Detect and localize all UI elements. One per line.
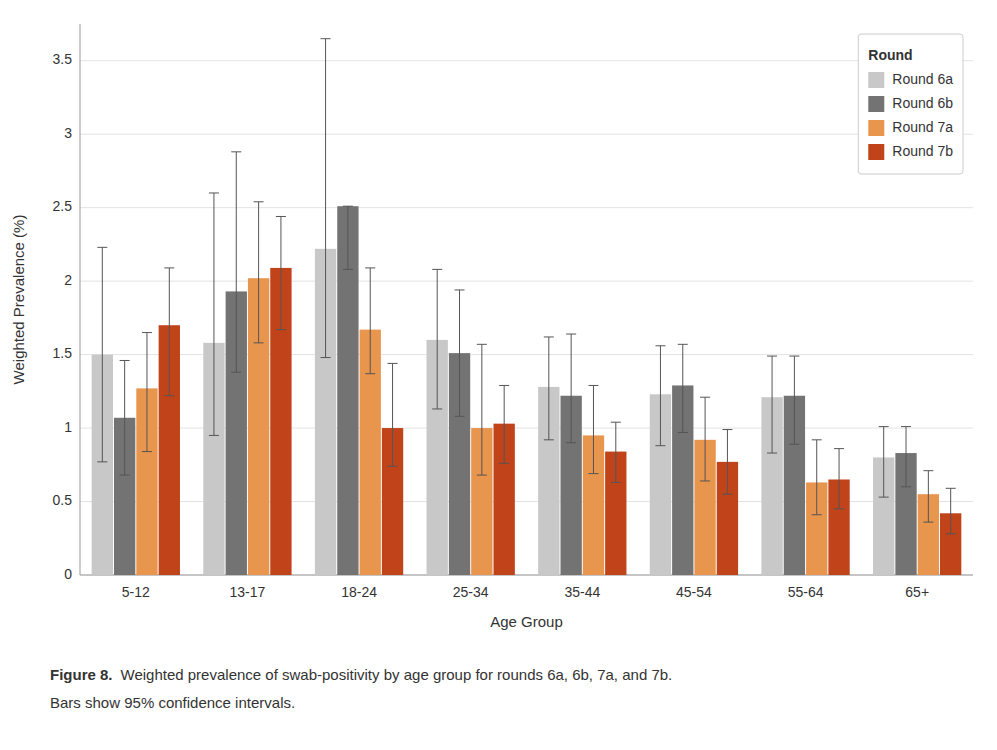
legend-title: Round xyxy=(868,47,912,63)
x-tick-label: 13-17 xyxy=(230,584,266,600)
y-tick-label: 1.5 xyxy=(53,345,73,361)
x-tick-label: 25-34 xyxy=(453,584,489,600)
legend-frame xyxy=(858,34,963,174)
error-bar xyxy=(879,427,889,498)
caption-text: Weighted prevalence of swab-positivity b… xyxy=(121,666,673,683)
x-tick-label: 65+ xyxy=(905,584,929,600)
error-bars xyxy=(142,202,933,522)
error-bars xyxy=(97,39,888,497)
error-bar xyxy=(678,344,688,432)
error-bar xyxy=(276,216,286,329)
series xyxy=(136,278,939,575)
caption-text: Bars show 95% confidence intervals. xyxy=(50,694,295,711)
grid-line xyxy=(80,60,973,61)
error-bar xyxy=(566,334,576,443)
legend: Round Round 6a Round 6b Round 7a Round 7b xyxy=(858,34,963,174)
chart: 0 0.5 1 1.5 2 2.5 3 3.5 5-12 13-17 18-24 25-34 35-44… xyxy=(0,0,997,750)
error-bar xyxy=(946,488,956,534)
error-bar xyxy=(142,333,152,452)
error-bar xyxy=(722,430,732,495)
legend-swatch xyxy=(868,120,884,136)
plot-area xyxy=(92,39,962,575)
legend-swatch xyxy=(868,96,884,112)
y-tick-label: 3 xyxy=(64,125,72,141)
error-bar xyxy=(544,337,554,440)
error-bar xyxy=(432,269,442,409)
y-axis-line xyxy=(80,24,81,575)
error-bar xyxy=(365,268,375,374)
bar xyxy=(337,206,358,575)
error-bars xyxy=(120,152,911,487)
legend-label: Round 6a xyxy=(892,71,953,87)
error-bar xyxy=(164,268,174,396)
x-tick-label: 45-54 xyxy=(676,584,712,600)
error-bar xyxy=(499,385,509,463)
legend-label: Round 6b xyxy=(892,95,953,111)
series xyxy=(92,249,895,575)
caption: Figure 8. Weighted prevalence of swab-pos… xyxy=(50,666,672,711)
y-tick-label: 3.5 xyxy=(53,51,73,67)
y-tick-label: 0.5 xyxy=(53,492,73,508)
error-bar xyxy=(588,385,598,473)
y-ticks: 0 0.5 1 1.5 2 2.5 3 3.5 xyxy=(53,51,73,581)
legend-swatch xyxy=(868,72,884,88)
error-bar xyxy=(834,449,844,509)
error-bar xyxy=(923,471,933,522)
y-axis-label: Weighted Prevalence (%) xyxy=(10,215,27,385)
error-bars xyxy=(164,216,955,533)
series xyxy=(159,268,962,575)
x-axis-label: Age Group xyxy=(490,613,563,630)
error-bar xyxy=(455,290,465,416)
y-tick-label: 2 xyxy=(64,272,72,288)
y-tick-label: 0 xyxy=(64,566,72,582)
x-tick-label: 18-24 xyxy=(341,584,377,600)
y-tick-label: 1 xyxy=(64,419,72,435)
error-bar xyxy=(97,247,107,462)
error-bar xyxy=(231,152,241,372)
error-bar xyxy=(700,397,710,481)
caption-label: Figure 8. xyxy=(50,666,113,683)
error-bar xyxy=(655,346,665,446)
error-bar xyxy=(789,356,799,444)
legend-label: Round 7a xyxy=(892,119,953,135)
error-bar xyxy=(477,344,487,475)
series xyxy=(114,206,917,575)
error-bar xyxy=(120,360,130,475)
error-bar xyxy=(812,440,822,515)
grid-line xyxy=(80,134,973,135)
x-tick-label: 35-44 xyxy=(564,584,600,600)
y-tick-label: 2.5 xyxy=(53,198,73,214)
error-bar xyxy=(321,39,331,358)
grid xyxy=(80,61,973,575)
error-bar xyxy=(767,356,777,453)
error-bar xyxy=(209,193,219,435)
error-bar xyxy=(611,422,621,482)
x-tick-label: 5-12 xyxy=(122,584,150,600)
legend-swatch xyxy=(868,144,884,160)
error-bar xyxy=(343,206,353,269)
x-ticks: 5-12 13-17 18-24 25-34 35-44 45-54 55-64 65+ xyxy=(122,584,929,600)
x-tick-label: 55-64 xyxy=(788,584,824,600)
error-bar xyxy=(254,202,264,343)
legend-label: Round 7b xyxy=(892,143,953,159)
error-bar xyxy=(388,363,398,466)
error-bar xyxy=(901,427,911,487)
